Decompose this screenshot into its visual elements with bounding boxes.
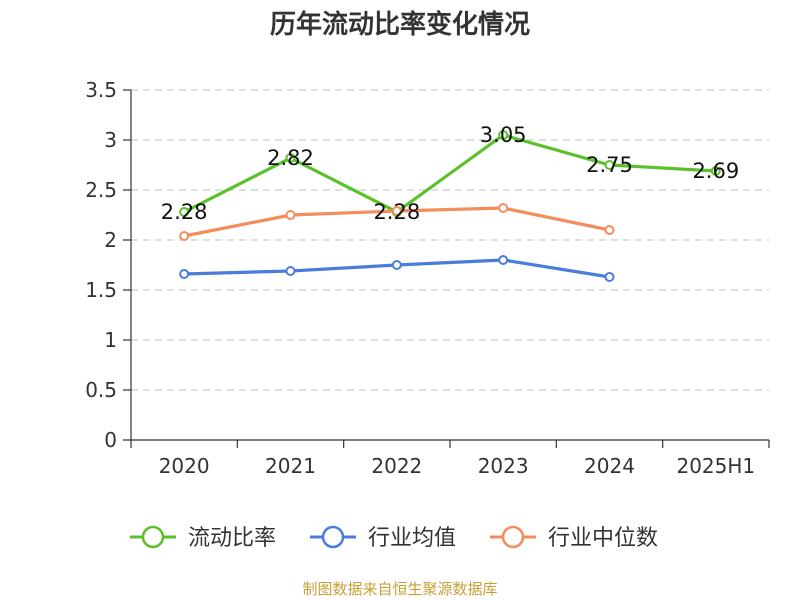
y-tick-label: 0 (104, 428, 117, 452)
data-point (285, 153, 296, 163)
y-tick-label: 1 (104, 328, 117, 352)
data-point (710, 166, 721, 176)
legend-marker (141, 525, 165, 549)
data-point (285, 210, 296, 220)
data-label: 2.82 (267, 146, 314, 170)
data-label: 3.05 (480, 123, 527, 147)
x-tick-label: 2025H1 (676, 454, 755, 478)
legend-label: 行业中位数 (548, 526, 658, 551)
legend: 流动比率 行业均值 行业中位数 (130, 525, 658, 551)
data-labels: 2.28 2.82 2.28 3.05 2.75 2.69 (161, 123, 739, 224)
series-line (183, 133, 716, 214)
data-label: 2.69 (692, 159, 739, 183)
data-point (179, 269, 190, 279)
series-lines (179, 130, 721, 282)
y-tick-label: 1.5 (85, 278, 117, 302)
data-point (285, 266, 296, 276)
x-tick-label: 2023 (478, 454, 529, 478)
data-point (604, 160, 615, 170)
x-tick-label: 2024 (584, 454, 635, 478)
y-tick-label: 0.5 (85, 378, 117, 402)
data-label: 2.28 (373, 200, 420, 224)
data-point (498, 255, 509, 265)
legend-label: 行业均值 (368, 526, 456, 551)
data-point (498, 203, 509, 213)
legend-item: 行业中位数 (490, 525, 658, 551)
data-point (179, 207, 190, 217)
legend-label: 流动比率 (188, 526, 276, 551)
x-tick-label: 2021 (265, 454, 316, 478)
y-tick-label: 3.5 (85, 78, 117, 102)
data-label: 2.28 (161, 200, 208, 224)
legend-item: 行业均值 (310, 525, 456, 551)
chart-title: 历年流动比率变化情况 (269, 10, 530, 40)
data-point (498, 130, 509, 140)
x-tick-label: 2020 (159, 454, 210, 478)
legend-marker (501, 525, 525, 549)
legend-item: 流动比率 (130, 525, 276, 551)
y-tick-label: 3 (104, 128, 117, 152)
data-point (391, 206, 402, 216)
y-tick-label: 2 (104, 228, 117, 252)
data-point (391, 260, 402, 270)
data-label: 2.75 (586, 153, 633, 177)
x-tick-label: 2022 (371, 454, 422, 478)
source-note: 制图数据来自恒生聚源数据库 (302, 580, 498, 598)
grid-lines (131, 89, 769, 391)
data-point (604, 272, 615, 282)
data-point (604, 225, 615, 235)
legend-marker (321, 525, 345, 549)
y-tick-label: 2.5 (85, 178, 117, 202)
data-point (179, 231, 190, 241)
axes: 0 0.5 1 1.5 2 2.5 3 3.5 2020 2021 2022 2023 2024 2025… (85, 78, 770, 478)
